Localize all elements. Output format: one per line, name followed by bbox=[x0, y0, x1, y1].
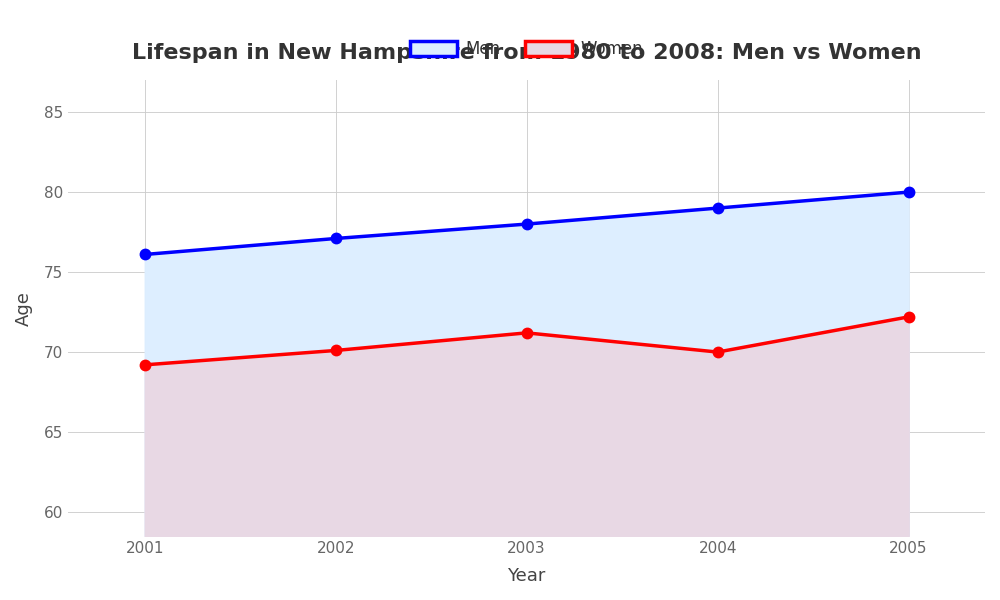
Y-axis label: Age: Age bbox=[15, 290, 33, 326]
Title: Lifespan in New Hampshire from 1980 to 2008: Men vs Women: Lifespan in New Hampshire from 1980 to 2… bbox=[132, 43, 921, 63]
X-axis label: Year: Year bbox=[507, 567, 546, 585]
Legend: Men, Women: Men, Women bbox=[404, 34, 650, 65]
